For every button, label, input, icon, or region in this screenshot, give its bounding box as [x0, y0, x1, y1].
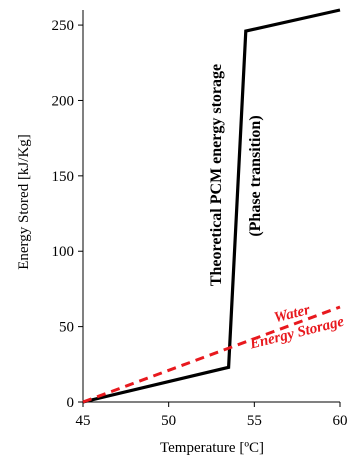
annotations: Theoretical PCM energy storage (Phase tra…: [208, 64, 346, 353]
y-tick-label-2: 100: [52, 244, 75, 260]
axes: [82, 10, 340, 403]
x-tick-label-2: 55: [247, 413, 262, 429]
water-series-line: [82, 305, 341, 404]
series-group: [82, 8, 341, 404]
y-axis-ticks: 0 50 100 150 200 250: [52, 18, 83, 411]
y-tick-label-5: 250: [52, 18, 75, 34]
x-axis-ticks: 45 50 55 60: [76, 402, 348, 429]
y-tick-label-0: 0: [67, 395, 75, 411]
pcm-label-line-0: Theoretical PCM energy storage: [208, 64, 225, 286]
x-axis-label: Temperature [ºC]: [160, 440, 264, 456]
y-tick-label-4: 200: [52, 93, 75, 109]
x-tick-label-0: 45: [76, 413, 91, 429]
y-axis-label: Energy Stored [kJ/Kg]: [16, 134, 32, 270]
y-tick-label-3: 150: [52, 169, 75, 185]
y-tick-label-1: 50: [59, 320, 74, 336]
x-tick-label-1: 50: [161, 413, 176, 429]
x-tick-label-3: 60: [333, 413, 348, 429]
pcm-series-line: [82, 8, 341, 404]
pcm-label-line-1: (Phase transition): [247, 115, 264, 236]
